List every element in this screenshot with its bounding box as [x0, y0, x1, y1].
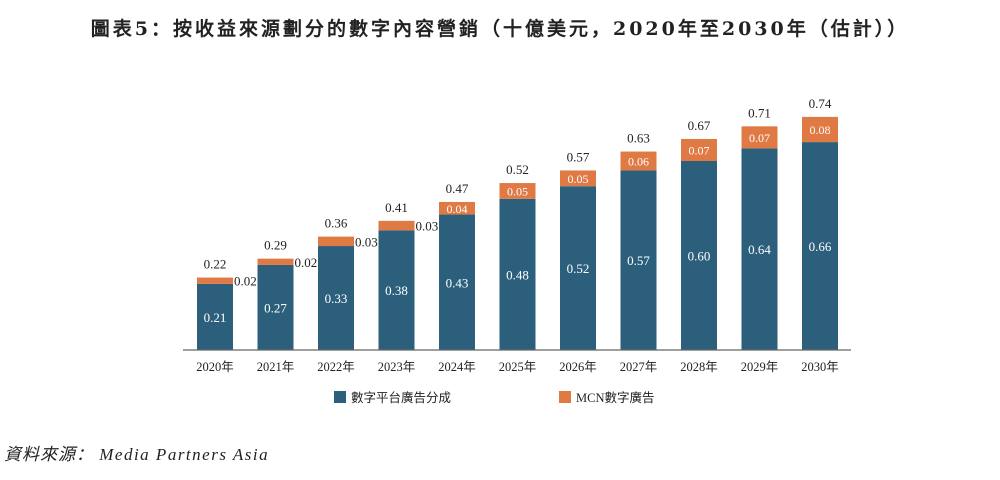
x-tick-label-10: 2030年	[801, 360, 839, 374]
label-total-0: 0.22	[204, 257, 227, 272]
label-platform-7: 0.57	[627, 253, 650, 268]
bar-platform-0	[197, 283, 233, 350]
source-note: 資料來源： Media Partners Asia	[4, 440, 269, 465]
label-platform-3: 0.38	[385, 283, 408, 298]
label-mcn-2: 0.03	[355, 234, 378, 249]
label-mcn-4: 0.04	[447, 202, 468, 216]
bar-mcn-10	[802, 116, 838, 143]
label-mcn-8: 0.07	[689, 143, 710, 157]
x-tick-label-8: 2028年	[680, 360, 718, 374]
bar-platform-4	[439, 214, 475, 350]
label-mcn-5: 0.05	[507, 184, 528, 198]
bar-platform-8	[681, 161, 717, 350]
label-platform-6: 0.52	[567, 261, 590, 276]
bar-mcn-1	[257, 258, 294, 265]
label-total-3: 0.41	[385, 200, 408, 215]
bar-mcn-2	[318, 236, 354, 247]
label-total-1: 0.29	[264, 238, 287, 253]
x-tick-label-0: 2020年	[196, 360, 234, 374]
stacked-bar-chart: 0.21 0.02 0.22 2020年 0.27 0.02 0.29 2021年 0.33 0.…	[183, 96, 851, 405]
label-mcn-7: 0.06	[628, 155, 649, 169]
label-platform-9: 0.64	[748, 242, 771, 257]
x-tick-label-7: 2027年	[620, 360, 658, 374]
bar-mcn-7	[620, 151, 657, 171]
label-mcn-10: 0.08	[810, 123, 831, 137]
bar-platform-9	[741, 148, 778, 350]
label-mcn-3: 0.03	[416, 219, 439, 234]
label-total-10: 0.74	[809, 96, 832, 111]
bar-mcn-9	[741, 126, 778, 149]
label-platform-4: 0.43	[446, 275, 469, 290]
legend-swatch-platform	[334, 391, 346, 403]
x-tick-label-2: 2022年	[317, 360, 355, 374]
x-tick-label-4: 2024年	[438, 360, 476, 374]
label-mcn-6: 0.05	[568, 172, 589, 186]
label-platform-5: 0.48	[506, 267, 529, 282]
bar-platform-3	[378, 230, 415, 350]
label-mcn-0: 0.02	[234, 274, 257, 289]
label-mcn-9: 0.07	[749, 131, 770, 145]
label-mcn-1: 0.02	[295, 255, 318, 270]
label-platform-0: 0.21	[204, 310, 227, 325]
label-platform-10: 0.66	[809, 239, 832, 254]
label-total-7: 0.63	[627, 131, 650, 146]
legend-swatch-mcn	[559, 391, 571, 403]
source-name: Media Partners Asia	[99, 445, 270, 464]
bar-mcn-6	[560, 170, 596, 187]
legend-label-platform: 數字平台廣告分成	[351, 390, 451, 405]
label-total-5: 0.52	[506, 162, 529, 177]
legend-label-mcn: MCN數字廣告	[576, 390, 654, 405]
x-tick-label-1: 2021年	[257, 360, 295, 374]
bar-platform-5	[499, 198, 536, 350]
bar-platform-10	[802, 142, 838, 350]
bar-mcn-3	[378, 220, 415, 231]
x-tick-label-6: 2026年	[559, 360, 597, 374]
label-total-2: 0.36	[325, 216, 348, 231]
label-platform-2: 0.33	[325, 291, 348, 306]
bar-mcn-8	[681, 138, 717, 161]
label-total-4: 0.47	[446, 181, 469, 196]
x-tick-label-9: 2029年	[741, 360, 779, 374]
chart-title: 圖表5：按收益來源劃分的數字內容營銷（十億美元，2020年至2030年（估計））	[90, 18, 910, 40]
label-total-6: 0.57	[567, 149, 590, 164]
bar-platform-1	[257, 264, 294, 350]
x-tick-label-3: 2023年	[378, 360, 416, 374]
bar-mcn-4	[439, 201, 475, 215]
label-platform-1: 0.27	[264, 300, 287, 315]
source-label: 資料來源：	[4, 445, 94, 464]
x-tick-label-5: 2025年	[499, 360, 537, 374]
bar-platform-6	[560, 186, 596, 350]
bar-mcn-5	[499, 183, 536, 199]
label-total-8: 0.67	[688, 118, 711, 133]
bar-mcn-0	[197, 277, 233, 284]
label-platform-8: 0.60	[688, 249, 711, 264]
bar-platform-2	[318, 246, 354, 350]
label-total-9: 0.71	[748, 105, 771, 120]
bar-platform-7	[620, 170, 657, 350]
